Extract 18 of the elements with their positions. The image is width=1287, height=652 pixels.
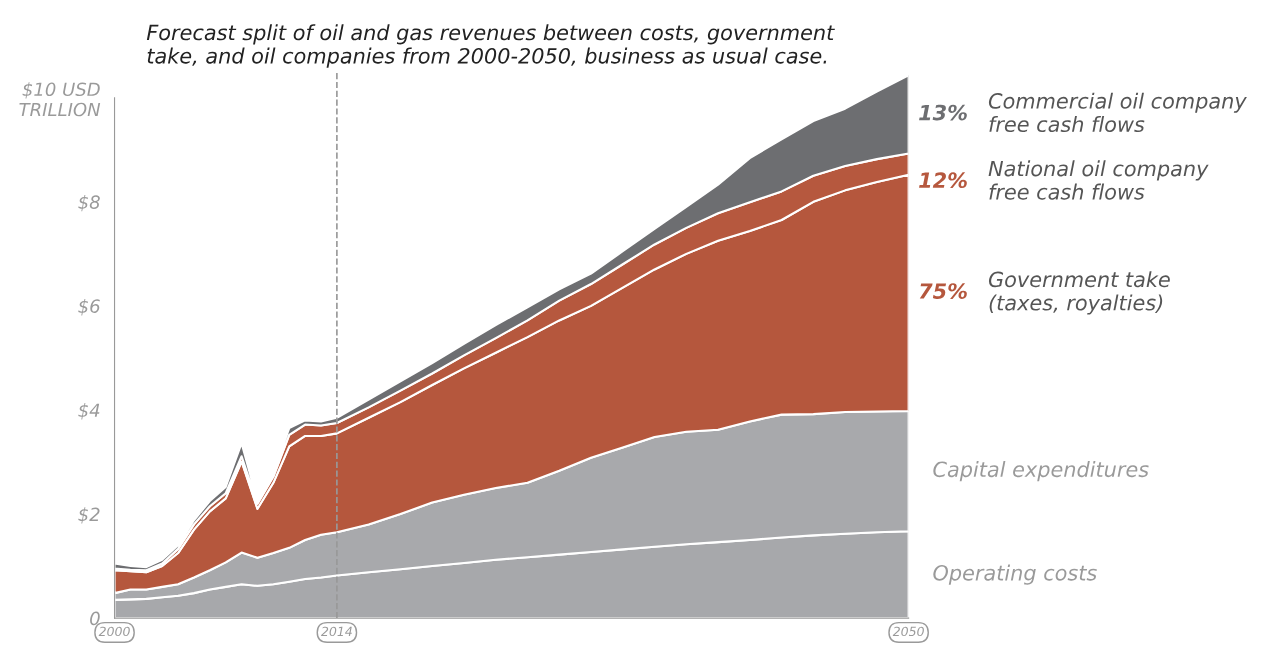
y-tick-label: $6 [78, 299, 100, 316]
series-label: Capital expenditures [933, 461, 1149, 482]
x-tick-label: 2050 [892, 626, 924, 637]
text: Commercial oil company free cash flows [988, 92, 1247, 133]
text: Government take (taxes, royalties) [988, 271, 1170, 315]
y-tick-label: $4 [78, 403, 100, 420]
y-tick-label: 0 [90, 611, 100, 626]
text: 75% [919, 283, 967, 299]
text: 12% [919, 172, 967, 189]
text: 13% [919, 104, 967, 121]
y-tick-label: $2 [78, 507, 100, 524]
series-label: Operating costs [933, 564, 1097, 585]
x-tick-label: 2000 [98, 626, 130, 637]
y-tick-label: $8 [78, 194, 100, 212]
y-tick-label: $10 USD TRILLION [19, 82, 101, 117]
x-tick-label: 2014 [321, 626, 352, 637]
chart-title: Forecast split of oil and gas revenues between costs, government take, and oil companies from 2000-2050, business as usual case. [146, 24, 835, 68]
text: National oil company free cash flows [988, 160, 1209, 200]
